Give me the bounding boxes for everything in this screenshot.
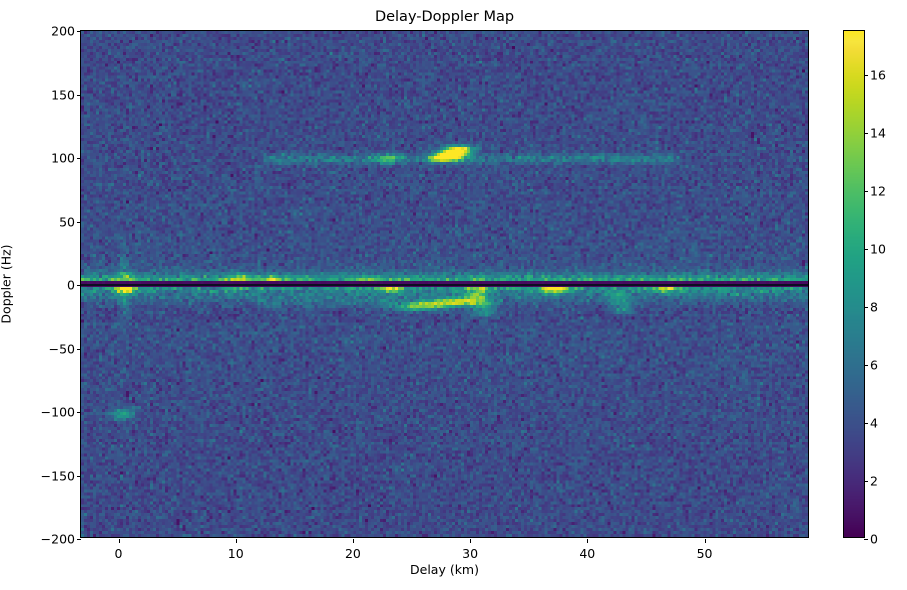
colorbar-tick-label: 14 xyxy=(870,125,886,141)
x-tick-label: 50 xyxy=(696,546,713,561)
y-tick-mark xyxy=(77,412,81,414)
colorbar[interactable]: 0 2 4 6 8 10 12 14 16 xyxy=(843,30,886,547)
y-tick-mark xyxy=(77,475,81,477)
y-tick-mark xyxy=(77,31,81,33)
colorbar-tick-mark xyxy=(864,74,868,76)
x-tick-label: 0 xyxy=(114,546,123,561)
x-tick-label: 10 xyxy=(227,546,244,561)
x-tick-mark xyxy=(235,539,237,543)
colorbar-tick-mark xyxy=(864,480,868,483)
colorbar-tick-mark xyxy=(864,190,868,192)
y-axis-label: Doppler (Hz) xyxy=(0,244,14,324)
y-tick-mark xyxy=(77,539,81,541)
y-tick-mark xyxy=(77,348,81,350)
colorbar-tick-mark xyxy=(864,539,868,541)
colorbar-tick-label: 16 xyxy=(870,67,886,83)
colorbar-tick-label: 10 xyxy=(870,241,886,257)
colorbar-tick-label: 0 xyxy=(870,531,878,547)
colorbar-tick-label: 2 xyxy=(870,473,878,489)
y-tick-label: 100 xyxy=(51,150,75,166)
colorbar-tick-mark xyxy=(864,364,868,366)
delay-doppler-heatmap-axes[interactable]: 200 150 100 50 0 −50 −100 −150 −200 0 10 20 30 40 50 xyxy=(41,24,809,561)
x-tick-mark xyxy=(587,539,589,543)
y-tick-label: −100 xyxy=(40,404,75,420)
x-tick-mark xyxy=(352,539,354,543)
x-tick-mark xyxy=(118,539,120,543)
y-tick-label: 150 xyxy=(51,87,75,102)
y-tick-label: −150 xyxy=(40,468,75,483)
y-tick-mark xyxy=(77,158,81,160)
page-title: Delay-Doppler Map xyxy=(374,9,515,25)
colorbar-gradient xyxy=(844,31,864,537)
colorbar-tick-label: 4 xyxy=(870,415,878,431)
x-tick-mark xyxy=(470,539,472,543)
colorbar-tick-label: 8 xyxy=(870,299,878,315)
colorbar-tick-label: 6 xyxy=(870,357,878,373)
colorbar-tick-mark xyxy=(864,248,868,250)
colorbar-tick-label: 12 xyxy=(870,183,886,199)
x-tick-label: 40 xyxy=(579,546,596,561)
y-tick-label: −50 xyxy=(48,341,75,356)
y-tick-label: 50 xyxy=(59,214,75,229)
y-tick-mark xyxy=(77,285,81,287)
y-tick-label: 200 xyxy=(51,23,75,39)
y-tick-mark xyxy=(77,221,81,223)
y-tick-label: 0 xyxy=(67,277,75,293)
x-axis-label: Delay (km) xyxy=(410,562,479,577)
x-tick-label: 30 xyxy=(462,546,479,561)
zero-doppler-notch-line xyxy=(81,284,808,286)
colorbar-tick-mark xyxy=(864,132,868,134)
colorbar-tick-mark xyxy=(864,306,868,308)
y-tick-label: −200 xyxy=(40,531,75,547)
y-tick-mark xyxy=(77,94,81,96)
x-tick-mark xyxy=(704,539,706,543)
colorbar-tick-mark xyxy=(864,422,868,424)
x-tick-label: 20 xyxy=(344,546,361,561)
